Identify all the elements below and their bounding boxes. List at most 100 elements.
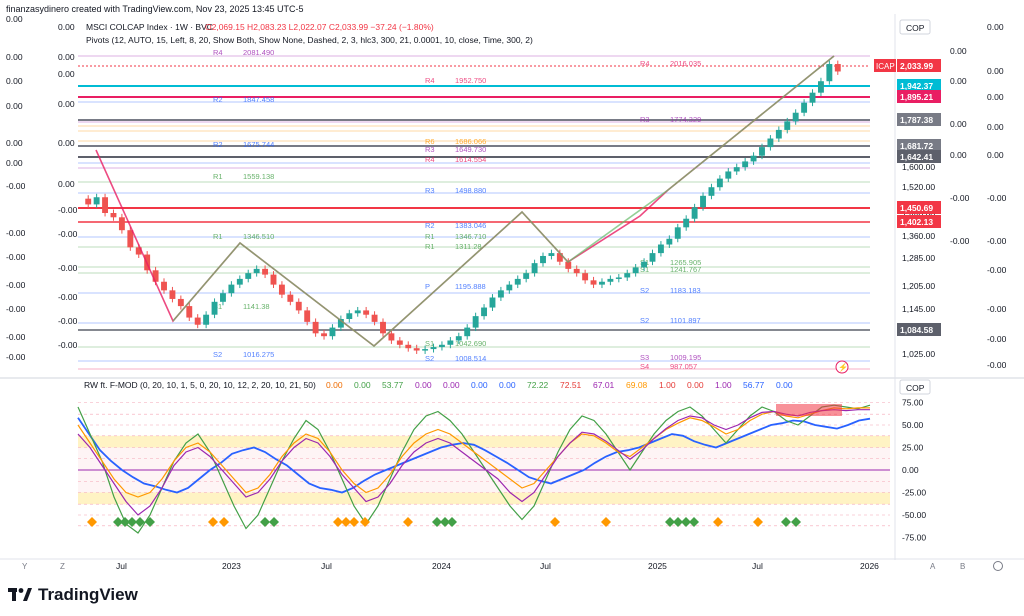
candle-body xyxy=(556,253,563,262)
candle-body xyxy=(615,277,622,279)
legend-ohlc: O2,069.15 H2,083.23 L2,022.07 C2,033.99 … xyxy=(205,22,434,32)
right-scale-label-inner: 0.00 xyxy=(950,119,967,129)
candle-body xyxy=(826,64,833,82)
pivot-label-value: 1649.730 xyxy=(455,145,486,154)
right-scale-label: 0.00 xyxy=(987,150,1004,160)
signal-marker xyxy=(791,517,801,527)
candle-body xyxy=(759,147,765,156)
time-axis-label: Jul xyxy=(540,561,551,571)
candle-body xyxy=(809,92,816,103)
candle-body xyxy=(784,121,791,130)
candle-body xyxy=(674,227,681,239)
osc-signal-cluster xyxy=(776,404,842,416)
pivot-label-name: R3 xyxy=(640,115,650,124)
candle-body xyxy=(236,278,243,285)
price-tag-value: 2,033.99 xyxy=(900,61,933,71)
alert-icon-glyph: ⚡ xyxy=(838,362,848,372)
candle-body xyxy=(464,327,471,337)
cop-label-price-box xyxy=(899,19,931,35)
price-tag-value: 1,895.21 xyxy=(900,92,933,102)
candle-body xyxy=(220,293,226,302)
left-scale-label-inner: 0.00 xyxy=(58,52,75,62)
pivot-label-name: S3 xyxy=(640,353,649,362)
signal-marker xyxy=(781,517,791,527)
pivot-label-name: R2 xyxy=(425,221,435,230)
left-scale-label-inner: -0.00 xyxy=(58,229,78,239)
pivot-label-value: 1016.275 xyxy=(243,350,274,359)
pivot-label-name: S2 xyxy=(640,286,649,295)
left-scale-label-inner: -0.00 xyxy=(58,205,78,215)
price-tag-name-box xyxy=(874,59,896,72)
candle-body xyxy=(834,64,841,72)
tradingview-logo[interactable]: TradingView xyxy=(8,585,138,605)
left-scale-label: -0.00 xyxy=(6,280,26,290)
legend-rw: RW ft. F-MOD (0, 20, 10, 1, 5, 0, 20, 10… xyxy=(84,380,316,390)
pivot-label-value: 987.057 xyxy=(670,362,697,371)
signal-marker xyxy=(269,517,279,527)
candle-body xyxy=(599,281,605,285)
time-axis-label: Jul xyxy=(752,561,763,571)
price-tag-value: 1,084.58 xyxy=(900,325,933,335)
signal-marker xyxy=(208,517,218,527)
signal-marker xyxy=(260,517,270,527)
candle-body xyxy=(253,268,260,274)
candle-body xyxy=(93,197,100,205)
candle-body xyxy=(312,321,319,334)
price-tag-box xyxy=(897,113,941,126)
signal-marker xyxy=(753,517,763,527)
legend-rw-value: 56.77 xyxy=(743,380,765,390)
osc-band-upper xyxy=(78,435,890,448)
candle-body xyxy=(388,333,395,341)
candle-body xyxy=(346,313,353,319)
signal-marker xyxy=(360,517,370,527)
candle-body xyxy=(641,261,648,268)
cop-label-osc-box xyxy=(899,379,931,395)
cop-label-price: COP xyxy=(906,23,925,33)
legend-rw-value: 72.22 xyxy=(527,380,549,390)
pivot-label-value: 1009.195 xyxy=(670,353,701,362)
pivot-label-name: R4 xyxy=(213,48,223,57)
candle-body xyxy=(413,348,420,351)
candle-body xyxy=(565,261,572,269)
candle-body xyxy=(363,310,370,315)
pivot-label-name: R4 xyxy=(425,76,435,85)
pivot-label-value: 1141.38 xyxy=(243,302,270,311)
pivot-label-name: S1 xyxy=(425,339,434,348)
candle-body xyxy=(683,218,690,228)
right-scale-label: -0.00 xyxy=(987,334,1007,344)
candle-body xyxy=(270,274,277,285)
signal-marker xyxy=(113,517,123,527)
price-tick-label: 1,145.00 xyxy=(902,304,935,314)
pivot-label-name: R3 xyxy=(425,145,435,154)
price-tick-label: 1,025.00 xyxy=(902,349,935,359)
price-tag-value: 1,942.37 xyxy=(900,81,933,91)
right-scale-label: 0.00 xyxy=(987,92,1004,102)
left-scale-label-inner: -0.00 xyxy=(58,316,78,326)
pivot-label-name: R1 xyxy=(425,242,435,251)
candle-body xyxy=(287,294,294,302)
left-scale-label-inner: -0.00 xyxy=(58,292,78,302)
price-tag-box xyxy=(897,215,941,228)
signal-marker xyxy=(550,517,560,527)
legend-rw-value: 0.00 xyxy=(776,380,793,390)
pivot-label-name: S1 xyxy=(213,302,222,311)
candle-body xyxy=(430,347,437,350)
legend-rw-value: 0.00 xyxy=(354,380,371,390)
candle-body xyxy=(118,217,125,231)
pivot-label-name: P xyxy=(425,282,430,291)
candle-body xyxy=(489,297,496,308)
pivot-label-value: 1383.046 xyxy=(455,221,486,230)
legend-rw-value: 1.00 xyxy=(659,380,676,390)
osc-band-lower xyxy=(78,492,890,505)
osc-series-line xyxy=(77,409,870,516)
candle-body xyxy=(135,247,142,255)
time-axis-label: 2024 xyxy=(432,561,451,571)
legend-rw-value: 0.00 xyxy=(499,380,516,390)
candle-body xyxy=(177,298,184,307)
candle-body xyxy=(245,273,252,279)
candle-body xyxy=(666,238,673,245)
pivot-label-value: 1241.767 xyxy=(670,265,701,274)
time-axis-z-button: Z xyxy=(60,562,65,571)
osc-tick-label: 25.00 xyxy=(902,443,924,453)
